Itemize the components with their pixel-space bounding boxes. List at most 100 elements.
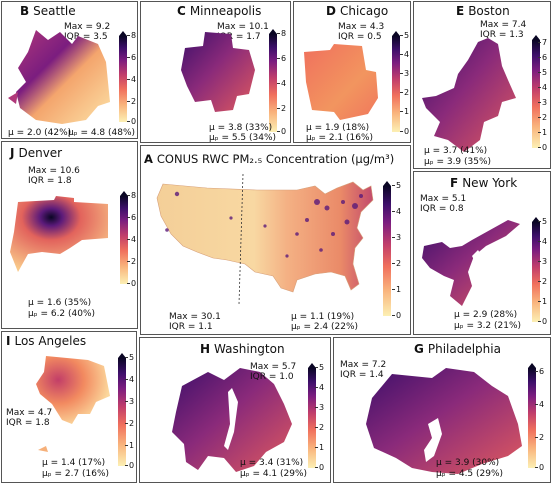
mup-label: μₚ = 4.5 (29%) — [436, 469, 504, 479]
mup-label: μₚ = 6.2 (40%) — [28, 309, 96, 319]
mu-label: μ = 2.9 (28%) — [454, 310, 518, 320]
tick: 0 — [399, 127, 410, 136]
mup-label: μₚ = 2.4 (22%) — [291, 322, 359, 332]
iqr-label: IQR = 1.3 — [480, 30, 524, 40]
max-label: Max = 10.1 — [217, 22, 269, 32]
colorbar — [118, 353, 126, 466]
minneapolis-map — [181, 32, 255, 112]
mu-label: μ = 1.9 (18%) — [306, 123, 370, 133]
tick: 4 — [126, 75, 137, 84]
tick: 3 — [399, 69, 410, 78]
max-label: Max = 5.1 — [420, 194, 467, 204]
panel-minneapolis: C Minneapolis Max = 10.1 IQR = 1.7 8 6 4 … — [140, 1, 291, 143]
tick: 1 — [399, 107, 410, 116]
washington-map — [172, 368, 292, 472]
panel-seattle: B Seattle Max = 9.2 IQR = 3.5 8 6 4 2 0 μ… — [1, 1, 138, 139]
mu-label: μ = 3.7 (41%) — [424, 146, 488, 156]
max-label: Max = 4.3 — [338, 22, 385, 32]
mup-label: μₚ = 4.8 (48%) — [68, 128, 136, 138]
tick: 6 — [126, 53, 137, 62]
tick: 1 — [537, 128, 548, 137]
max-label: Max = 7.4 — [480, 20, 527, 30]
panel-new-york: F New York Max = 5.1 IQR = 0.8 5 4 3 2 1 … — [413, 171, 551, 335]
tick: 4 — [534, 400, 545, 409]
panel-title: A CONUS RWC PM₂.₅ Concentration (μg/m³) — [144, 152, 395, 166]
panel-philadelphia: G Philadelphia Max = 7.2 IQR = 1.4 6 4 2 … — [333, 337, 551, 483]
max-label: Max = 9.2 — [64, 22, 111, 32]
mu-label: μ = 3.9 (30%) — [436, 458, 500, 468]
panel-title: C Minneapolis — [177, 4, 262, 18]
iqr-label: IQR = 0.5 — [338, 32, 382, 42]
panel-conus: A CONUS RWC PM₂.₅ Concentration (μg/m³) 5… — [140, 145, 411, 335]
tick: 0 — [534, 463, 545, 472]
tick: 2 — [534, 433, 545, 442]
iqr-label: IQR = 1.1 — [169, 322, 213, 332]
panel-boston: E Boston Max = 7.4 IQR = 1.3 7 6 5 4 3 2 … — [413, 1, 551, 169]
tick: 2 — [399, 88, 410, 97]
mup-label: μₚ = 3.2 (21%) — [454, 321, 522, 331]
iqr-label: IQR = 0.8 — [420, 204, 464, 214]
tick: 5 — [399, 31, 410, 40]
max-label: Max = 4.7 — [6, 408, 53, 418]
panel-title: D Chicago — [326, 4, 389, 18]
colorbar — [532, 35, 540, 148]
tick: 4 — [537, 237, 548, 246]
tick: 2 — [126, 257, 137, 266]
los-angeles-map — [36, 356, 110, 452]
iqr-label: IQR = 1.8 — [28, 176, 72, 186]
colorbar — [392, 31, 400, 132]
tick: 0 — [314, 463, 325, 472]
tick: 0 — [276, 127, 287, 136]
panel-chicago: D Chicago Max = 4.3 IQR = 0.5 5 4 3 2 1 0… — [293, 1, 411, 143]
tick: 2 — [391, 259, 402, 268]
tick: 0 — [537, 143, 548, 152]
colorbar — [532, 217, 540, 322]
panel-title: B Seattle — [20, 4, 76, 18]
tick: 1 — [537, 297, 548, 306]
tick: 6 — [276, 54, 287, 63]
chicago-map — [304, 44, 378, 120]
iqr-label: IQR = 1.7 — [217, 32, 261, 42]
tick: 5 — [391, 181, 402, 190]
tick: 2 — [537, 113, 548, 122]
tick: 4 — [124, 375, 135, 384]
panel-title: E Boston — [456, 4, 510, 18]
colorbar — [269, 29, 277, 132]
mu-label: μ = 3.8 (33%) — [209, 123, 273, 133]
tick: 3 — [124, 397, 135, 406]
tick: 6 — [537, 53, 548, 62]
philadelphia-map — [366, 368, 522, 474]
tick: 6 — [534, 367, 545, 376]
tick: 0 — [537, 317, 548, 326]
tick: 2 — [276, 104, 287, 113]
tick: 0 — [391, 311, 402, 320]
colorbar — [120, 191, 128, 284]
max-label: Max = 7.2 — [340, 360, 387, 370]
tick: 4 — [391, 207, 402, 216]
mu-label: μ = 1.1 (19%) — [291, 312, 355, 322]
seattle-map — [8, 30, 110, 124]
tick: 7 — [537, 38, 548, 47]
tick: 4 — [399, 50, 410, 59]
new-york-map — [422, 220, 520, 306]
max-label: Max = 30.1 — [169, 312, 221, 322]
tick: 2 — [126, 97, 137, 106]
iqr-label: IQR = 1.8 — [6, 418, 50, 428]
tick: 4 — [537, 83, 548, 92]
panel-title: G Philadelphia — [414, 342, 501, 356]
tick: 1 — [314, 443, 325, 452]
panel-title: I Los Angeles — [6, 334, 87, 348]
tick: 8 — [126, 191, 137, 200]
tick: 2 — [537, 277, 548, 286]
colorbar — [119, 31, 127, 122]
tick: 2 — [314, 423, 325, 432]
mu-label: μ = 3.4 (31%) — [240, 458, 304, 468]
tick: 2 — [124, 419, 135, 428]
mup-label: μₚ = 2.1 (16%) — [306, 133, 374, 143]
mup-label: μₚ = 5.5 (34%) — [209, 133, 277, 143]
tick: 4 — [126, 235, 137, 244]
tick: 3 — [391, 233, 402, 242]
mup-label: μₚ = 4.1 (29%) — [240, 469, 308, 479]
colorbar — [308, 363, 316, 468]
mu-label: μ = 1.4 (17%) — [42, 458, 106, 468]
